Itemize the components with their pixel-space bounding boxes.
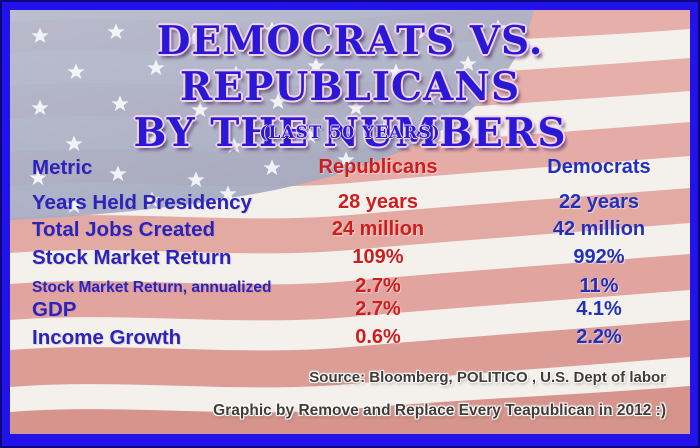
flag-background-stage: DEMOCRATS VS. REPUBLICANS BY THE NUMBERS… <box>10 10 690 434</box>
american-flag-background <box>10 10 690 434</box>
metric-label: Stock Market Return <box>32 246 232 269</box>
table-row: GDP 2.7% 4.1% <box>10 298 690 325</box>
table-row: Total Jobs Created 24 million 42 million <box>10 218 690 245</box>
page-title: DEMOCRATS VS. REPUBLICANS BY THE NUMBERS <box>10 18 690 156</box>
subtitle: (LAST 50 YEARS) <box>259 123 441 143</box>
table-row: Stock Market Return, annualized 2.7% 11% <box>10 275 690 302</box>
title-line-2: BY THE NUMBERS <box>133 110 567 156</box>
column-header-republicans: Republicans <box>318 156 438 178</box>
democrats-value: 2.2% <box>576 326 622 348</box>
metric-label: Years Held Presidency <box>32 191 252 214</box>
republicans-value: 0.6% <box>355 326 401 348</box>
table-row: Years Held Presidency 28 years 22 years <box>10 191 690 218</box>
metric-label: Income Growth <box>32 326 182 349</box>
table-header-row: Metric Republicans Democrats <box>10 156 690 183</box>
credit-text: Graphic by Remove and Replace Every Teap… <box>213 402 666 419</box>
republicans-value: 24 million <box>331 218 425 240</box>
republicans-value: 109% <box>352 246 404 268</box>
republicans-value: 2.7% <box>355 298 401 320</box>
title-line-1: DEMOCRATS VS. REPUBLICANS <box>156 18 544 110</box>
democrats-value: 4.1% <box>576 298 622 320</box>
democrats-value: 992% <box>573 246 625 268</box>
metric-label: Total Jobs Created <box>32 218 216 241</box>
column-header-democrats: Democrats <box>547 156 651 178</box>
democrats-value: 42 million <box>552 218 646 240</box>
table-row: Income Growth 0.6% 2.2% <box>10 326 690 353</box>
democrats-value: 22 years <box>558 191 640 213</box>
democrats-value: 11% <box>579 275 619 297</box>
flag-canton <box>10 10 534 220</box>
republicans-value: 28 years <box>337 191 419 213</box>
republicans-value: 2.7% <box>355 275 401 297</box>
metric-label: GDP <box>32 298 77 321</box>
table-row: Stock Market Return 109% 992% <box>10 246 690 273</box>
metric-label: Stock Market Return, annualized <box>32 279 272 296</box>
source-text: Source: Bloomberg, POLITICO , U.S. Dept … <box>309 369 666 386</box>
column-header-metric: Metric <box>32 156 93 179</box>
